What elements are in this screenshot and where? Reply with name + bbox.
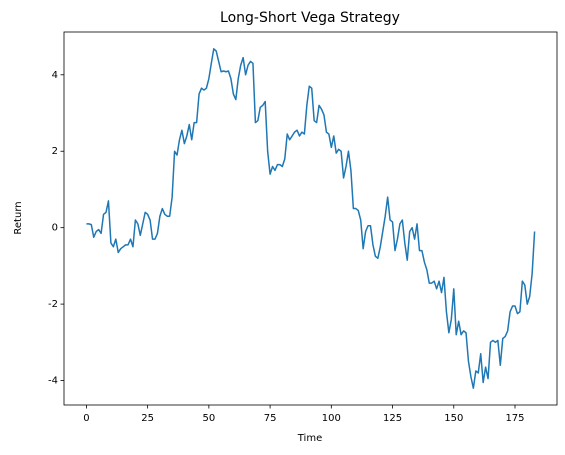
y-tick-label: 4 bbox=[52, 70, 58, 81]
x-tick-label: 100 bbox=[322, 413, 341, 424]
x-tick-label: 175 bbox=[505, 413, 524, 424]
x-tick-label: 25 bbox=[141, 413, 154, 424]
y-axis-label: Return bbox=[13, 201, 24, 234]
x-tick-label: 50 bbox=[202, 413, 215, 424]
plot-frame bbox=[63, 31, 558, 406]
y-tick-label: -2 bbox=[48, 299, 58, 310]
chart-title: Long-Short Vega Strategy bbox=[220, 10, 400, 26]
y-tick-label: 2 bbox=[52, 146, 58, 157]
x-axis-label: Time bbox=[297, 433, 322, 444]
x-tick-label: 150 bbox=[444, 413, 463, 424]
y-tick-label: -4 bbox=[48, 376, 58, 387]
y-tick-label: 0 bbox=[52, 223, 58, 234]
x-tick-label: 0 bbox=[83, 413, 89, 424]
line bbox=[86, 48, 536, 389]
x-tick-label: 75 bbox=[264, 413, 277, 424]
x-tick-label: 125 bbox=[383, 413, 402, 424]
